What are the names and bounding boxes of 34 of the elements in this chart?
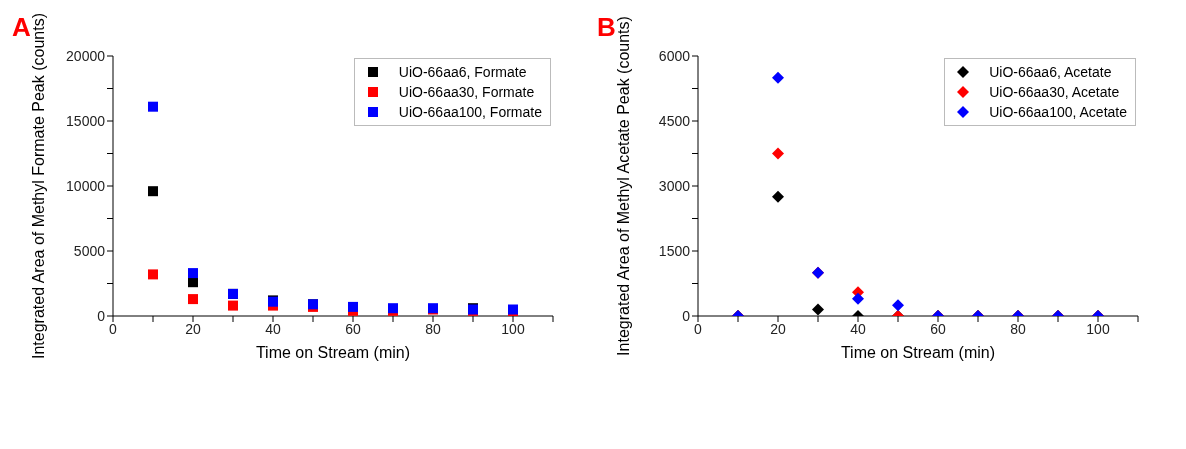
x-tick-label: 60	[930, 320, 946, 337]
x-tick-label: 80	[1010, 320, 1026, 337]
x-axis-title: Time on Stream (min)	[840, 344, 996, 361]
x-tick-label: 20	[185, 320, 201, 337]
y-tick-label: 6000	[658, 47, 691, 64]
y-tick-label: 0	[682, 307, 691, 324]
x-tick-label: 100	[1086, 320, 1110, 337]
y-tick-label: 15000	[66, 112, 106, 129]
x-tick-label: 40	[850, 320, 866, 337]
legend-label: UiO-66aa6, Formate	[398, 64, 527, 80]
x-tick-label: 100	[501, 320, 525, 337]
y-tick-label: 10000	[66, 177, 106, 194]
y-tick-label: 4500	[658, 112, 691, 129]
x-tick-label: 40	[265, 320, 281, 337]
x-axis-title: Time on Stream (min)	[255, 344, 411, 361]
legend-label: UiO-66aa6, Acetate	[989, 64, 1112, 80]
x-tick-label: 0	[109, 320, 118, 337]
legend-label: UiO-66aa30, Formate	[398, 84, 535, 100]
x-tick-label: 60	[345, 320, 361, 337]
text: A	[12, 12, 31, 43]
x-tick-label: 80	[425, 320, 441, 337]
y-tick-label: 20000	[66, 47, 106, 64]
y-tick-label: 3000	[658, 177, 691, 194]
y-tick-label: 5000	[73, 242, 106, 259]
y-tick-label: 0	[97, 307, 106, 324]
y-tick-label: 1500	[658, 242, 691, 259]
text: B	[597, 12, 616, 43]
y-axis-title: Integrated Area of Methyl Formate Peak (counts)	[29, 13, 47, 359]
y-axis-title: Integrated Area of Methyl Acetate Peak (counts)	[614, 16, 632, 356]
x-tick-label: 0	[694, 320, 703, 337]
legend-label: UiO-66aa100, Formate	[398, 104, 542, 120]
legend-label: UiO-66aa100, Acetate	[989, 104, 1127, 120]
legend-label: UiO-66aa30, Acetate	[989, 84, 1120, 100]
x-tick-label: 20	[770, 320, 786, 337]
